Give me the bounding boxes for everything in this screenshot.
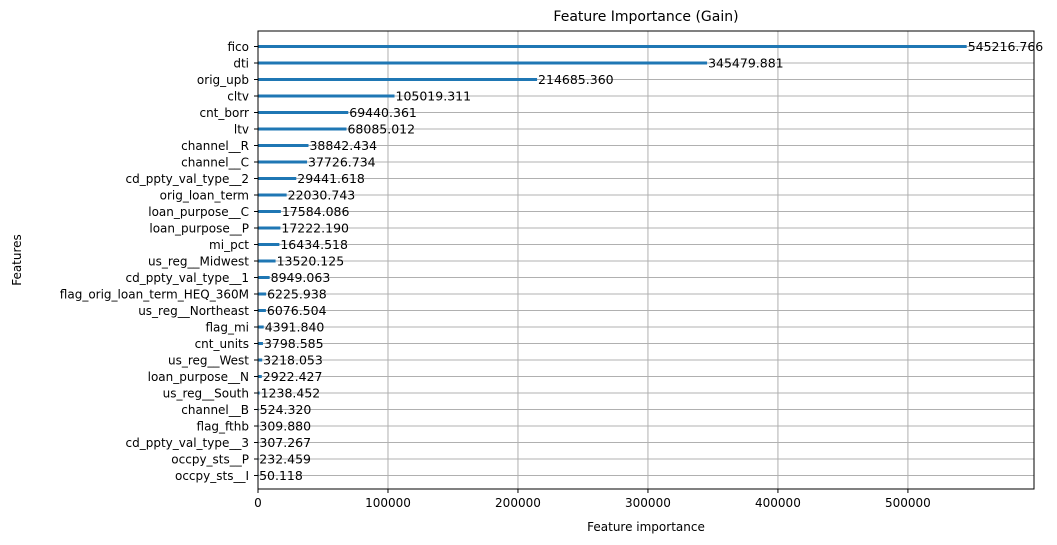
data-label: 309.880	[259, 419, 311, 434]
x-tick-label: 100000	[365, 496, 411, 510]
bar	[258, 391, 260, 395]
y-tick-label: us_reg__West	[168, 354, 249, 368]
bar	[258, 127, 347, 131]
data-label: 22030.743	[288, 188, 356, 203]
data-label: 545216.766	[968, 39, 1044, 54]
bar	[258, 259, 276, 263]
data-label: 17584.086	[282, 204, 350, 219]
bar	[258, 160, 308, 164]
bar	[258, 111, 349, 114]
data-label: 17222.190	[281, 221, 349, 236]
data-label: 8949.063	[271, 270, 331, 285]
data-label: 3798.585	[264, 336, 324, 351]
y-tick-label: occpy_sts__P	[171, 453, 249, 467]
bars	[258, 45, 967, 477]
bar	[258, 375, 262, 378]
data-label: 524.320	[260, 402, 312, 417]
y-tick-label: dti	[233, 57, 249, 71]
y-tick-label: flag_orig_loan_term_HEQ_360M	[60, 288, 249, 302]
bar	[258, 292, 267, 296]
x-tick-label: 300000	[625, 496, 671, 510]
bar	[258, 61, 708, 65]
data-label: 38842.434	[309, 138, 377, 153]
y-tick-label: cd_ppty_val_type__1	[126, 271, 250, 285]
data-label: 307.267	[259, 435, 311, 450]
y-tick-label: loan_purpose__N	[148, 370, 249, 384]
data-label: 214685.360	[538, 72, 614, 87]
y-tick-label: channel__B	[181, 403, 249, 417]
y-tick-label: us_reg__Northeast	[138, 304, 249, 318]
x-tick-label: 400000	[755, 496, 801, 510]
data-label: 29441.618	[297, 171, 365, 186]
x-tick-label: 0	[254, 496, 262, 510]
y-tick-label: cd_ppty_val_type__2	[126, 172, 250, 186]
y-tick-label: channel__C	[181, 156, 249, 170]
y-axis-label: Features	[10, 234, 24, 286]
data-label: 1238.452	[261, 386, 321, 401]
data-label: 37726.734	[308, 155, 376, 170]
y-tick-label: mi_pct	[209, 238, 249, 252]
data-labels: 545216.766 345479.881 214685.360 105019.311…	[259, 39, 1043, 483]
bar	[258, 276, 270, 279]
bar	[258, 325, 264, 329]
bar	[258, 309, 266, 312]
bar	[258, 78, 538, 81]
y-tick-label: loan_purpose__C	[148, 205, 249, 219]
y-tick-label: cd_ppty_val_type__3	[126, 436, 250, 450]
data-label: 6076.504	[267, 303, 327, 318]
data-label: 105019.311	[396, 89, 472, 104]
y-tick-label: flag_mi	[205, 321, 249, 335]
data-label: 50.118	[259, 468, 303, 483]
data-label: 16434.518	[280, 237, 348, 252]
bar	[258, 358, 263, 362]
plot-area-frame	[257, 30, 1035, 490]
bar	[258, 45, 967, 48]
y-tick-label: orig_upb	[197, 73, 249, 87]
y-tick-label: cltv	[227, 90, 249, 104]
x-axis-ticks: 0 100000 200000 300000 400000 500000	[254, 489, 931, 510]
x-axis-label: Feature importance	[587, 520, 705, 534]
bar	[258, 210, 281, 213]
y-tick-label: occpy_sts__I	[175, 469, 249, 483]
data-label: 4391.840	[265, 320, 325, 335]
bar	[258, 342, 263, 345]
bar	[258, 193, 287, 197]
y-tick-label: orig_loan_term	[160, 189, 249, 203]
data-label: 69440.361	[349, 105, 417, 120]
y-tick-label: cnt_borr	[199, 106, 249, 120]
y-tick-label: fico	[228, 40, 250, 54]
data-label: 345479.881	[708, 56, 784, 71]
data-label: 6225.938	[267, 287, 327, 302]
bar	[258, 226, 281, 230]
bar	[258, 144, 309, 147]
bar	[258, 94, 395, 98]
data-label: 232.459	[259, 452, 311, 467]
y-tick-label: ltv	[234, 123, 249, 137]
y-tick-label: flag_fthb	[197, 420, 249, 434]
data-label: 3218.053	[263, 353, 323, 368]
y-tick-label: us_reg__Midwest	[148, 255, 249, 269]
y-tick-label: us_reg__South	[163, 387, 249, 401]
data-label: 68085.012	[347, 122, 415, 137]
y-tick-label: loan_purpose__P	[149, 222, 249, 236]
y-tick-label: channel__R	[181, 139, 249, 153]
x-tick-label: 500000	[885, 496, 931, 510]
y-tick-label: cnt_units	[195, 337, 249, 351]
data-label: 2922.427	[263, 369, 323, 384]
data-label: 13520.125	[277, 254, 345, 269]
bar	[258, 177, 297, 180]
x-tick-label: 200000	[495, 496, 541, 510]
chart-title: Feature Importance (Gain)	[553, 9, 738, 25]
bar	[258, 243, 280, 246]
